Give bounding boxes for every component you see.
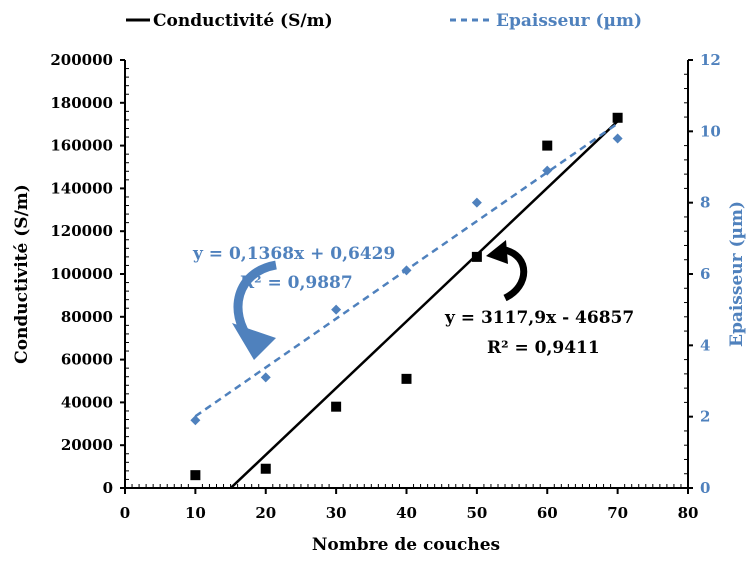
- marker-conductivite: [542, 140, 553, 151]
- marker-epaisseur: [471, 197, 482, 208]
- curved-arrow-epaisseur: [232, 260, 278, 360]
- x-axis-title: Nombre de couches: [312, 535, 500, 555]
- y-left-tick-label: 140000: [50, 179, 113, 197]
- y-left-tick-label: 60000: [61, 351, 113, 369]
- y-left-tick-label: 120000: [50, 222, 113, 240]
- marker-conductivite: [612, 112, 623, 123]
- curved-arrow-conductivite: [486, 240, 528, 302]
- y-left-tick-label: 160000: [50, 137, 113, 155]
- marker-epaisseur: [190, 415, 201, 426]
- marker-conductivite: [190, 470, 201, 481]
- y-left-tick-label: 40000: [61, 393, 113, 411]
- y-right-tick-label: 4: [700, 336, 710, 354]
- y-left-tick-label: 80000: [61, 308, 113, 326]
- r2-epaisseur: R² = 0,9887: [240, 273, 353, 293]
- x-tick-label: 40: [396, 504, 417, 522]
- y-right-tick-label: 12: [700, 51, 721, 69]
- y-left-tick-label: 0: [103, 479, 113, 497]
- y-right-tick-label: 6: [700, 265, 710, 283]
- x-tick-label: 0: [120, 504, 130, 522]
- y-right-tick-label: 0: [700, 479, 710, 497]
- x-tick-label: 60: [537, 504, 558, 522]
- r2-conductivite: R² = 0,9411: [487, 338, 600, 358]
- y-axis-right-title: Epaisseur (µm): [727, 201, 747, 347]
- legend: Conductivité (S/m) Epaisseur (µm): [126, 11, 642, 31]
- x-tick-label: 20: [255, 504, 276, 522]
- y-left-tick-label: 180000: [50, 94, 113, 112]
- x-tick-label: 10: [185, 504, 206, 522]
- marker-conductivite: [401, 373, 412, 384]
- x-tick-label: 80: [678, 504, 699, 522]
- marker-epaisseur: [331, 304, 342, 315]
- trendlines: [194, 120, 619, 490]
- y-right-tick-label: 2: [700, 408, 710, 426]
- markers: [190, 112, 623, 481]
- y-left-tick-label: 20000: [61, 436, 113, 454]
- x-tick-label: 30: [326, 504, 347, 522]
- marker-epaisseur: [612, 133, 623, 144]
- marker-conductivite: [260, 463, 271, 474]
- x-tick-label: 70: [607, 504, 628, 522]
- equation-conductivite: y = 3117,9x - 46857: [444, 308, 634, 328]
- y-left-tick-label: 200000: [50, 51, 113, 69]
- ticks: 0 20000 40000 60000 80000 100000 120000 140000 1…: [50, 51, 721, 522]
- trendline-conductivite: [229, 120, 619, 490]
- marker-conductivite: [331, 401, 342, 412]
- y-right-tick-label: 10: [700, 122, 721, 140]
- annotations: y = 0,1368x + 0,6429 R² = 0,9887 y = 311…: [192, 240, 634, 360]
- equation-epaisseur: y = 0,1368x + 0,6429: [192, 244, 395, 264]
- legend-label-epaisseur: Epaisseur (µm): [496, 11, 642, 31]
- x-tick-label: 50: [466, 504, 487, 522]
- marker-epaisseur: [542, 165, 553, 176]
- y-right-tick-label: 8: [700, 194, 710, 212]
- y-left-tick-label: 100000: [50, 265, 113, 283]
- marker-conductivite: [471, 251, 482, 262]
- marker-epaisseur: [401, 265, 412, 276]
- marker-epaisseur: [260, 372, 271, 383]
- legend-label-conductivite: Conductivité (S/m): [153, 11, 333, 31]
- y-axis-left-title: Conductivité (S/m): [12, 184, 32, 364]
